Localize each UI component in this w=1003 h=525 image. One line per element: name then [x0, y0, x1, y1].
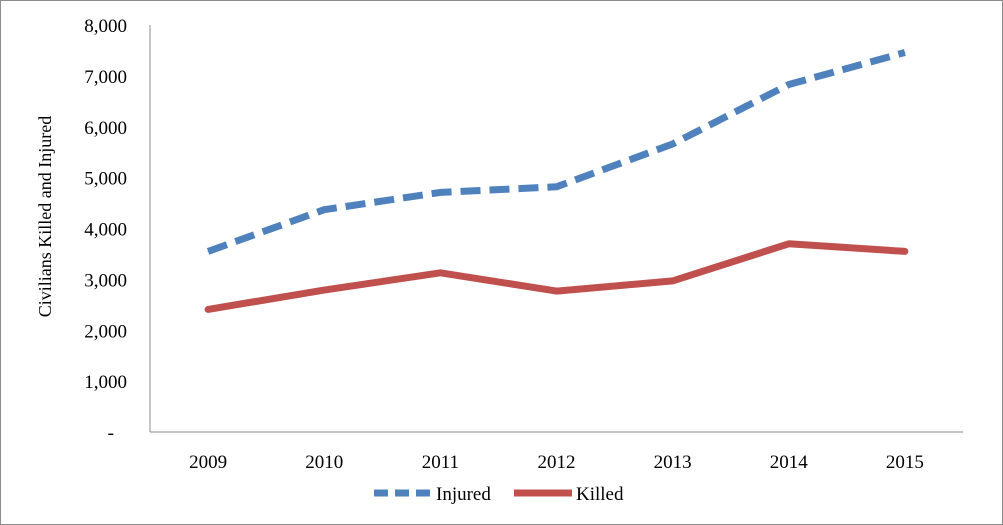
- y-tick-label: 2,000: [84, 321, 127, 342]
- x-tick-label: 2014: [770, 452, 809, 473]
- series-lines: [204, 49, 909, 313]
- series-line-killed: [204, 240, 909, 313]
- data-point-injured: [788, 84, 790, 86]
- y-tick-labels: - 1,000 2,000 3,000 4,000 5,000 6,000 7,000 8,00…: [84, 16, 127, 444]
- y-tick-label: 8,000: [84, 16, 127, 37]
- legend: Injured Killed: [374, 484, 624, 505]
- data-point-killed: [207, 308, 209, 310]
- series-line-injured: [206, 49, 906, 255]
- y-tick-label: 3,000: [84, 270, 127, 291]
- data-point-killed: [556, 290, 557, 292]
- data-point-killed: [788, 243, 790, 245]
- y-tick-label: 1,000: [84, 372, 127, 393]
- x-tick-label: 2010: [305, 452, 343, 473]
- data-point-killed: [672, 280, 674, 282]
- legend-label-killed: Killed: [576, 484, 624, 505]
- data-point-killed: [323, 289, 325, 291]
- data-point-injured: [207, 250, 209, 252]
- data-point-injured: [323, 209, 325, 211]
- x-tick-labels: 2009 2010 2011 2012 2013 2014 2015: [189, 452, 924, 473]
- x-tick-label: 2011: [422, 452, 459, 473]
- y-tick-label: -: [108, 423, 114, 444]
- data-point-killed: [904, 250, 906, 252]
- axes: [149, 25, 963, 433]
- y-tick-label: 5,000: [84, 169, 127, 190]
- legend-label-injured: Injured: [436, 484, 491, 505]
- y-tick-label: 7,000: [84, 67, 127, 88]
- data-point-injured: [439, 191, 441, 193]
- x-tick-label: 2013: [654, 452, 692, 473]
- y-tick-label: 4,000: [84, 220, 127, 241]
- data-point-injured: [556, 186, 557, 188]
- data-point-injured: [672, 143, 674, 145]
- x-tick-label: 2015: [886, 452, 924, 473]
- data-point-killed: [439, 272, 441, 274]
- x-tick-label: 2012: [538, 452, 576, 473]
- data-point-injured: [904, 51, 906, 53]
- y-axis-label: Civilians Killed and Injured: [35, 116, 55, 317]
- x-tick-label: 2009: [189, 452, 227, 473]
- y-tick-label: 6,000: [84, 118, 127, 139]
